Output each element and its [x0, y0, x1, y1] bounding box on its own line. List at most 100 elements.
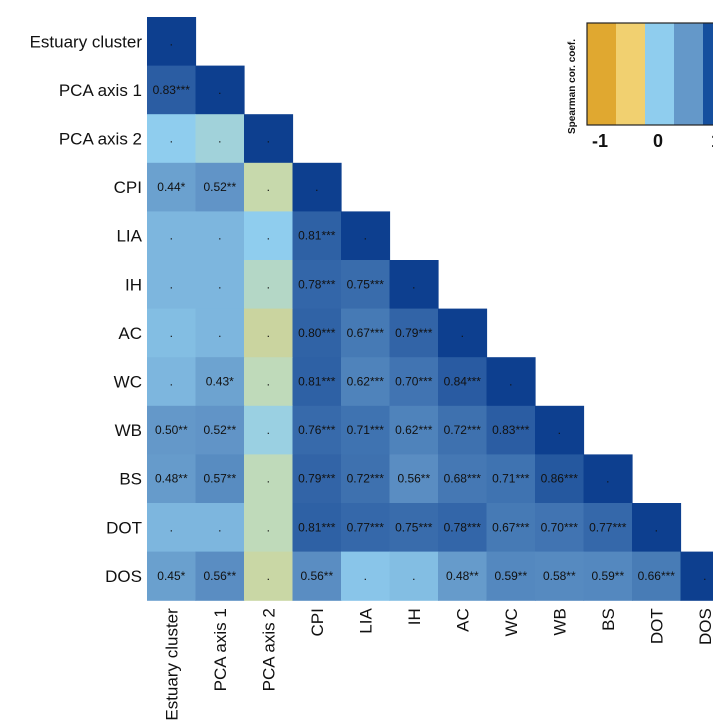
cell-value-label: .: [170, 132, 173, 146]
heatmap-cell: [341, 405, 391, 455]
heatmap-cell: [341, 260, 391, 310]
heatmap-cell: [486, 454, 536, 504]
cell-value-label: 0.81***: [298, 229, 336, 243]
cell-value-label: 0.81***: [298, 520, 336, 534]
heatmap-cell: [195, 308, 245, 358]
column-label: IH: [405, 608, 424, 625]
cell-value-label: 0.83***: [153, 83, 191, 97]
heatmap-cell: [341, 503, 391, 553]
cell-value-label: 0.72***: [444, 423, 482, 437]
heatmap-cell: [147, 551, 197, 601]
heatmap-cell: [583, 454, 633, 504]
cell-value-label: 0.70***: [541, 520, 579, 534]
heatmap-cell: [147, 17, 197, 67]
heatmap-cell: [292, 357, 342, 407]
legend-tick-label: 0: [653, 131, 663, 151]
cell-value-label: 0.59**: [494, 569, 527, 583]
heatmap-cell: [292, 211, 342, 261]
legend-swatch: [645, 23, 675, 125]
cell-value-label: 0.44*: [157, 180, 185, 194]
cell-value-label: 0.56**: [203, 569, 236, 583]
cell-value-label: 0.77***: [347, 520, 385, 534]
heatmap-cell: [583, 551, 633, 601]
heatmap-cell: [389, 308, 439, 358]
heatmap-cell: [292, 503, 342, 553]
cell-value-label: .: [267, 180, 270, 194]
heatmap-cell: [195, 114, 245, 164]
heatmap-cell: [389, 405, 439, 455]
heatmap-cell: [292, 162, 342, 212]
cell-value-label: 0.62***: [395, 423, 433, 437]
heatmap-cell: [438, 503, 488, 553]
heatmap-cell: [389, 260, 439, 310]
legend-tick-label: -1: [592, 131, 608, 151]
heatmap-cell: [632, 551, 682, 601]
heatmap-cell: [147, 454, 197, 504]
heatmap-cell: [341, 454, 391, 504]
heatmap-cell: [438, 551, 488, 601]
cell-value-label: .: [364, 229, 367, 243]
column-label: WC: [502, 608, 521, 636]
row-label: WB: [115, 421, 142, 440]
heatmap-cell: [244, 454, 294, 504]
heatmap-cell: [535, 454, 585, 504]
heatmap-cell: [486, 551, 536, 601]
cell-value-label: .: [170, 375, 173, 389]
cell-value-label: 0.79***: [395, 326, 433, 340]
cell-value-label: 0.52**: [203, 180, 236, 194]
row-label: CPI: [114, 178, 142, 197]
cell-value-label: .: [364, 569, 367, 583]
cell-value-label: 0.59**: [591, 569, 624, 583]
cell-value-label: 0.76***: [298, 423, 336, 437]
cell-value-label: .: [315, 180, 318, 194]
column-labels: Estuary cluster PCA axis 1 PCA axis 2 CPI LI…: [162, 608, 713, 720]
heatmap-cell: [486, 503, 536, 553]
heatmap-cell: [195, 211, 245, 261]
cell-value-label: 0.66***: [638, 569, 676, 583]
cell-value-label: .: [170, 229, 173, 243]
heatmap-cell: [389, 357, 439, 407]
heatmap-cell: [244, 114, 294, 164]
cell-value-label: .: [606, 472, 609, 486]
row-label: AC: [118, 324, 142, 343]
legend-border: [586, 22, 713, 126]
cell-value-label: 0.52**: [203, 423, 236, 437]
legend: Spearman cor. coef. -1 0 1: [567, 22, 713, 151]
row-label: DOS: [105, 567, 142, 586]
cell-value-label: .: [267, 277, 270, 291]
legend-swatch: [674, 23, 704, 125]
heatmap-cell: [195, 162, 245, 212]
heatmap-cell: [147, 211, 197, 261]
heatmap-cell: [389, 454, 439, 504]
heatmap-cell: [147, 260, 197, 310]
column-label: Estuary cluster: [162, 608, 181, 720]
legend-ticks: -1 0 1: [592, 131, 713, 151]
cell-value-label: .: [170, 277, 173, 291]
heatmap-cell: [147, 308, 197, 358]
heatmap-cell: [341, 357, 391, 407]
heatmap-cell: [244, 162, 294, 212]
cell-value-label: 0.79***: [298, 472, 336, 486]
heatmap-cell: [341, 211, 391, 261]
heatmap-cell: [438, 405, 488, 455]
heatmap-cell: [389, 503, 439, 553]
legend-swatches: [586, 22, 713, 126]
cell-value-label: .: [558, 423, 561, 437]
cell-value-label: 0.86***: [541, 472, 579, 486]
cell-value-label: .: [461, 326, 464, 340]
heatmap-cell: [244, 503, 294, 553]
cell-value-label: .: [218, 229, 221, 243]
row-label: PCA axis 1: [59, 81, 142, 100]
heatmap-cell: [632, 503, 682, 553]
heatmap-cell: [147, 357, 197, 407]
heatmap-cell: [535, 405, 585, 455]
heatmap-cell: [486, 357, 536, 407]
heatmap-cell: [292, 260, 342, 310]
legend-tick-label: 1: [711, 131, 713, 151]
cell-value-label: 0.67***: [492, 520, 530, 534]
cell-value-label: .: [267, 375, 270, 389]
legend-swatch: [587, 23, 617, 125]
row-label: BS: [119, 470, 142, 489]
cell-value-label: .: [267, 326, 270, 340]
cell-value-label: .: [218, 520, 221, 534]
